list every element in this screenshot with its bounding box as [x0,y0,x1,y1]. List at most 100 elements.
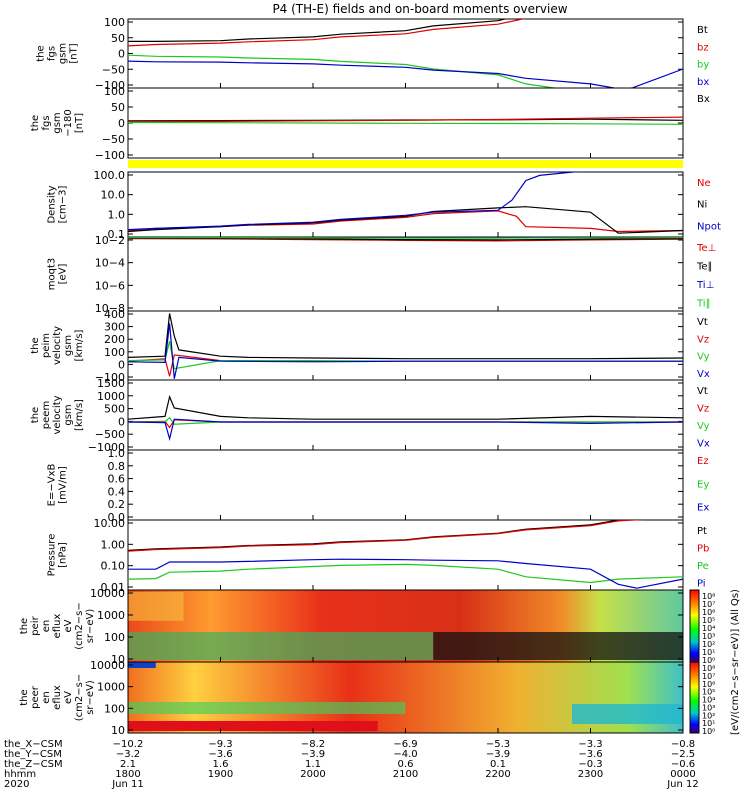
x-tick-value: −0.3 [578,759,602,770]
legend-entry: by [697,60,709,71]
x-tick-value: −5.3 [486,739,510,750]
y-tick-label: 0.2 [108,498,126,511]
y-axis-label-line: −180 [63,109,74,136]
y-tick-label: 0.1 [108,228,126,241]
series-group [128,172,683,234]
colorbar-tick: 10⁰ [702,656,715,665]
x-tick-value: 0000 [670,769,695,780]
y-axis-label: Density[cm−3] [47,185,69,223]
x-tick-value: 1900 [208,769,233,780]
y-axis-label-line: gsm [63,335,74,356]
y-axis-label-line: [cm−3] [58,186,69,224]
y-tick-label: 10000 [90,659,125,672]
y-tick-label: 10.00 [94,517,126,530]
y-axis-label-line: gsm [52,112,63,133]
colorbar-tick: 10¹ [702,719,715,728]
y-tick-label: 10 [111,724,125,737]
heatmap-hot-spot [128,592,184,621]
y-tick-label: −50 [102,133,125,146]
legend-entry: Vx [697,369,710,380]
colorbar-tick: 10⁶ [702,608,715,617]
y-tick-label: 1000 [97,681,125,694]
legend-entry: bx [697,77,709,88]
series-line [128,520,645,552]
y-axis-label-line: sr−eV) [85,609,96,644]
legend-entry: Te∥ [696,262,713,273]
colorbar-tick: 10⁷ [702,672,715,681]
y-tick-label: 0 [118,415,125,428]
x-tick-value: 2200 [485,769,510,780]
colorbars: 10⁸10⁷10⁶10⁵10⁴10³10²10¹10⁰10⁸10⁷10⁶10⁵1… [689,589,741,736]
x-tick-value: −3.6 [578,749,602,760]
date-end: Jun 12 [666,779,699,790]
y-axis-label: thefgsgsm−180[nT] [30,109,85,136]
y-tick-label: 100 [104,702,125,715]
x-tick-value: 2.1 [120,759,136,770]
y-tick-label: 500 [104,403,125,416]
y-tick-label: 0 [118,117,125,130]
y-axis-label-line: the [30,115,41,131]
series-line [128,418,683,442]
y-axis-label-line: the [36,45,47,61]
y-axis-label-line: Density [47,185,58,223]
y-axis-label-line: the [19,618,30,634]
y-tick-label: 1.00 [101,538,126,551]
series-line [128,237,683,241]
x-tick-value: 0.1 [490,759,506,770]
legend-entry: Pe [697,561,709,572]
heatmap-low-band [128,632,434,660]
y-tick-label: 0.01 [101,581,126,594]
y-tick-label: 400 [104,308,125,321]
x-tick-value: 2100 [393,769,418,780]
y-axis-label: thepeerenefluxeV(cm2−s−sr−eV) [19,674,96,721]
y-tick-label: 10 [111,653,125,666]
legend-entry: Ez [697,456,709,467]
y-axis-label-line: [nT] [74,113,85,133]
y-tick-label: 10000 [90,587,125,600]
x-tick-value: 1800 [115,769,140,780]
x-row-label: the_Z−CSM [4,759,63,770]
y-axis-label: moqt3[eV] [47,258,69,291]
legend-entry: Ti∥ [696,299,711,310]
colorbar-tick: 10⁵ [702,688,715,697]
colorbar [689,589,700,663]
legend-entry: Npot [697,221,721,232]
y-tick-label: 1.0 [108,447,126,460]
y-tick-label: 0.8 [108,460,126,473]
panel-frame [127,18,684,89]
y-tick-label: 0.0 [108,511,126,524]
y-axis-label-line: [km/s] [74,399,85,431]
y-tick-label: 0 [118,48,125,61]
y-axis-label-line: eV [63,619,74,632]
x-tick-value: −10.2 [113,739,144,750]
y-axis-label-line: en [41,691,52,704]
series-line [128,520,631,551]
colorbar-label: [eV/(cm2−s−sr−eV)] (All Qs) [730,589,741,735]
y-axis-label-line: peer [30,685,41,709]
y-axis-label: thepeimvelocitygsm[km/s] [30,326,85,365]
x-tick-value: −9.3 [208,739,232,750]
x-row-label: 2020 [4,779,29,790]
series-line [128,313,683,360]
panel-6: 150010005000−500−1000thepeemvelocitygsm[… [30,377,710,454]
y-axis-label-line: [nPa] [58,542,69,568]
y-tick-label: 300 [104,321,125,334]
yellow-status-bar [128,160,683,168]
heatmap-cyan-band [572,704,683,724]
series-group [128,520,683,589]
panel-2: 100 50 0 −50 −100 thefgsgsm−180[nT] Bx [30,85,710,162]
y-axis-label-line: the [30,407,41,423]
series-group [128,394,683,442]
heatmap-green-band [128,702,406,714]
y-axis-label: Pressure[nPa] [47,534,69,577]
x-tick-value: −3.2 [116,749,140,760]
colorbar-tick: 10⁴ [702,696,715,705]
x-tick-value: 1.1 [305,759,321,770]
series-line [128,558,683,589]
y-axis-label-line: fgs [47,46,58,61]
colorbar-tick: 10⁶ [702,680,715,689]
y-tick-label: 1000 [97,609,125,622]
series-line [128,54,559,88]
series-group [128,116,683,125]
colorbar-tick: 10⁴ [702,624,715,633]
